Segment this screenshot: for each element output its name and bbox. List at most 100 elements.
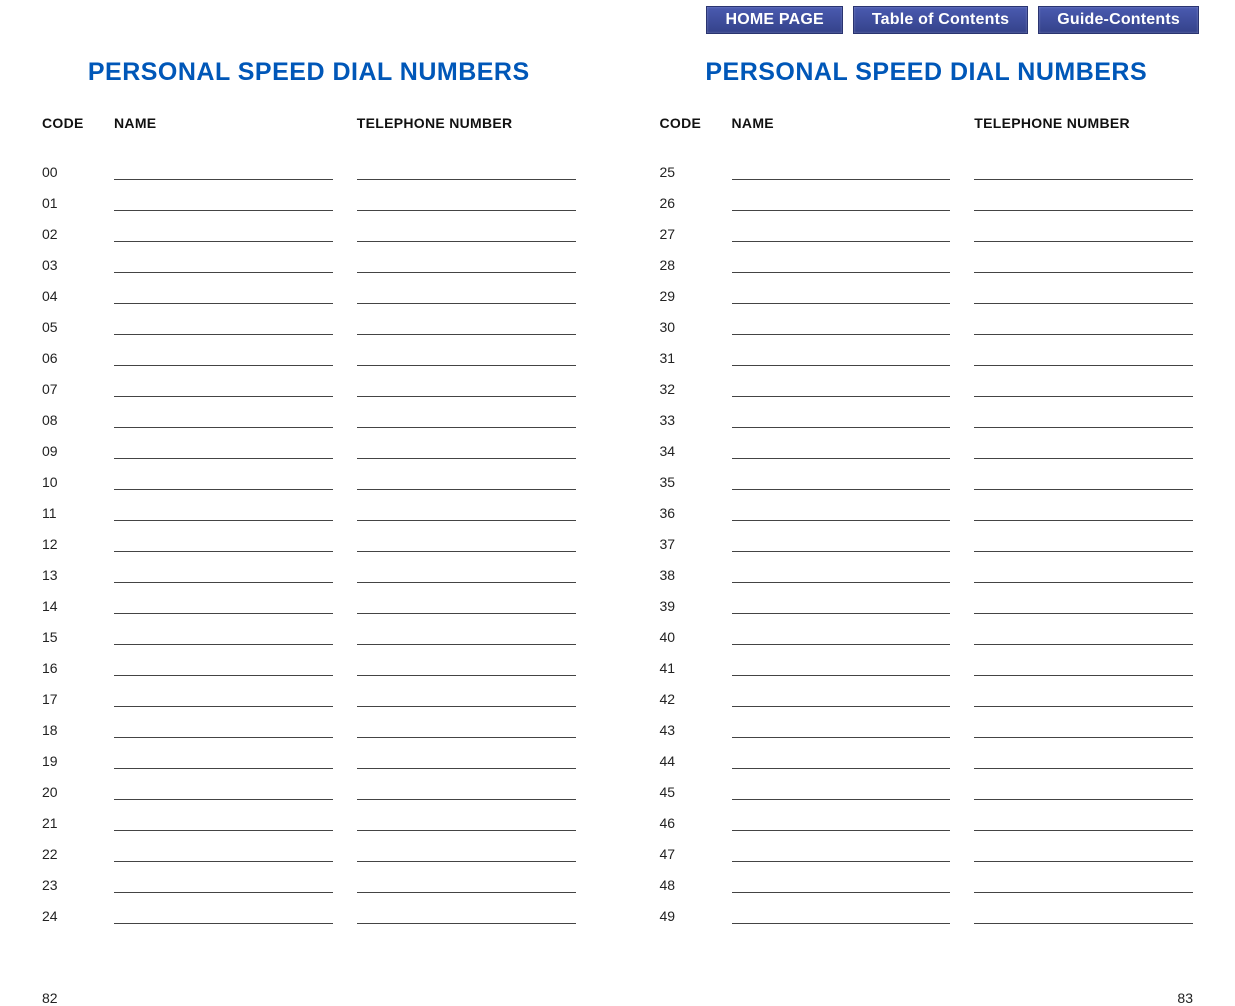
name-blank-line bbox=[114, 348, 333, 366]
name-blank-line bbox=[114, 317, 333, 335]
code-cell: 17 bbox=[42, 691, 114, 707]
speed-dial-row: 06 bbox=[42, 335, 576, 366]
table-header: CODE NAME TELEPHONE NUMBER bbox=[42, 115, 576, 131]
code-cell: 18 bbox=[42, 722, 114, 738]
speed-dial-row: 25 bbox=[660, 149, 1194, 180]
name-blank-line bbox=[732, 906, 951, 924]
guide-contents-button[interactable]: Guide-Contents bbox=[1038, 6, 1199, 34]
code-cell: 10 bbox=[42, 474, 114, 490]
code-cell: 12 bbox=[42, 536, 114, 552]
speed-dial-row: 35 bbox=[660, 459, 1194, 490]
speed-dial-row: 11 bbox=[42, 490, 576, 521]
telephone-blank-line bbox=[357, 565, 576, 583]
name-blank-line bbox=[732, 751, 951, 769]
telephone-blank-line bbox=[357, 751, 576, 769]
page-title: PERSONAL SPEED DIAL NUMBERS bbox=[42, 58, 576, 87]
code-cell: 31 bbox=[660, 350, 732, 366]
speed-dial-row: 36 bbox=[660, 490, 1194, 521]
speed-dial-row: 39 bbox=[660, 583, 1194, 614]
page-number-left: 82 bbox=[42, 990, 58, 1006]
telephone-blank-line bbox=[357, 782, 576, 800]
speed-dial-row: 26 bbox=[660, 180, 1194, 211]
table-of-contents-button[interactable]: Table of Contents bbox=[853, 6, 1028, 34]
name-blank-line bbox=[732, 658, 951, 676]
code-cell: 36 bbox=[660, 505, 732, 521]
name-blank-line bbox=[732, 565, 951, 583]
name-blank-line bbox=[114, 255, 333, 273]
code-cell: 26 bbox=[660, 195, 732, 211]
name-blank-line bbox=[732, 844, 951, 862]
code-cell: 47 bbox=[660, 846, 732, 862]
code-cell: 21 bbox=[42, 815, 114, 831]
telephone-blank-line bbox=[974, 472, 1193, 490]
code-cell: 41 bbox=[660, 660, 732, 676]
speed-dial-row: 01 bbox=[42, 180, 576, 211]
home-page-button[interactable]: HOME PAGE bbox=[706, 6, 842, 34]
telephone-blank-line bbox=[974, 596, 1193, 614]
telephone-blank-line bbox=[974, 720, 1193, 738]
code-cell: 15 bbox=[42, 629, 114, 645]
rows-right: 2526272829303132333435363738394041424344… bbox=[660, 149, 1194, 924]
speed-dial-row: 22 bbox=[42, 831, 576, 862]
telephone-blank-line bbox=[974, 689, 1193, 707]
name-blank-line bbox=[114, 410, 333, 428]
code-cell: 22 bbox=[42, 846, 114, 862]
code-cell: 40 bbox=[660, 629, 732, 645]
code-cell: 04 bbox=[42, 288, 114, 304]
name-blank-line bbox=[114, 503, 333, 521]
telephone-blank-line bbox=[357, 410, 576, 428]
name-blank-line bbox=[114, 844, 333, 862]
header-telephone: TELEPHONE NUMBER bbox=[357, 115, 576, 131]
speed-dial-row: 23 bbox=[42, 862, 576, 893]
name-blank-line bbox=[732, 193, 951, 211]
speed-dial-row: 21 bbox=[42, 800, 576, 831]
name-blank-line bbox=[732, 348, 951, 366]
code-cell: 39 bbox=[660, 598, 732, 614]
telephone-blank-line bbox=[974, 782, 1193, 800]
code-cell: 13 bbox=[42, 567, 114, 583]
telephone-blank-line bbox=[357, 720, 576, 738]
telephone-blank-line bbox=[974, 534, 1193, 552]
name-blank-line bbox=[114, 751, 333, 769]
code-cell: 38 bbox=[660, 567, 732, 583]
name-blank-line bbox=[114, 627, 333, 645]
header-code: CODE bbox=[660, 115, 732, 131]
telephone-blank-line bbox=[974, 658, 1193, 676]
code-cell: 14 bbox=[42, 598, 114, 614]
nav-bar: HOME PAGE Table of Contents Guide-Conten… bbox=[706, 6, 1199, 34]
name-blank-line bbox=[114, 379, 333, 397]
speed-dial-row: 13 bbox=[42, 552, 576, 583]
code-cell: 11 bbox=[42, 505, 114, 521]
speed-dial-row: 37 bbox=[660, 521, 1194, 552]
telephone-blank-line bbox=[974, 286, 1193, 304]
code-cell: 35 bbox=[660, 474, 732, 490]
code-cell: 37 bbox=[660, 536, 732, 552]
code-cell: 48 bbox=[660, 877, 732, 893]
speed-dial-row: 03 bbox=[42, 242, 576, 273]
telephone-blank-line bbox=[974, 503, 1193, 521]
speed-dial-row: 00 bbox=[42, 149, 576, 180]
code-cell: 07 bbox=[42, 381, 114, 397]
name-blank-line bbox=[114, 193, 333, 211]
speed-dial-row: 05 bbox=[42, 304, 576, 335]
name-blank-line bbox=[732, 317, 951, 335]
code-cell: 32 bbox=[660, 381, 732, 397]
name-blank-line bbox=[732, 472, 951, 490]
page-number-right: 83 bbox=[1177, 990, 1193, 1006]
telephone-blank-line bbox=[974, 317, 1193, 335]
telephone-blank-line bbox=[357, 875, 576, 893]
code-cell: 34 bbox=[660, 443, 732, 459]
telephone-blank-line bbox=[974, 906, 1193, 924]
header-code: CODE bbox=[42, 115, 114, 131]
telephone-blank-line bbox=[357, 224, 576, 242]
speed-dial-row: 24 bbox=[42, 893, 576, 924]
speed-dial-row: 08 bbox=[42, 397, 576, 428]
telephone-blank-line bbox=[974, 751, 1193, 769]
telephone-blank-line bbox=[357, 286, 576, 304]
name-blank-line bbox=[732, 720, 951, 738]
telephone-blank-line bbox=[974, 875, 1193, 893]
telephone-blank-line bbox=[974, 627, 1193, 645]
speed-dial-row: 30 bbox=[660, 304, 1194, 335]
name-blank-line bbox=[114, 286, 333, 304]
speed-dial-row: 28 bbox=[660, 242, 1194, 273]
